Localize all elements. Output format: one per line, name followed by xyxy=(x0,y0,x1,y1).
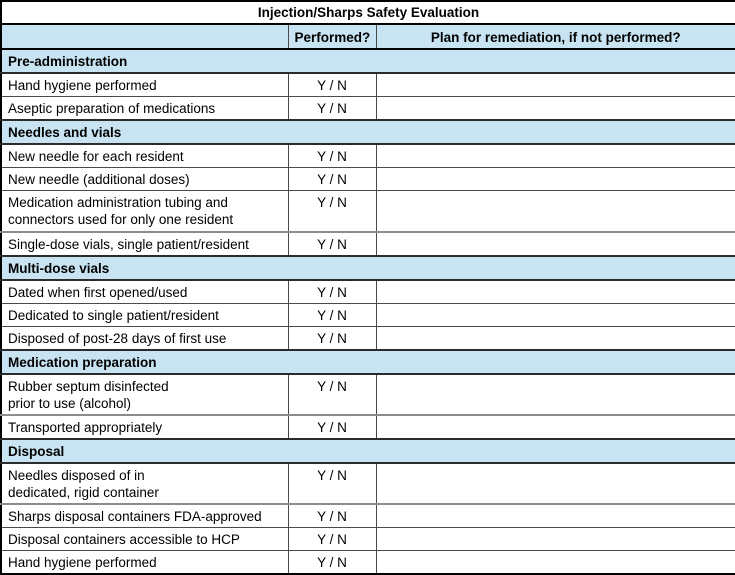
item-label: Dedicated to single patient/resident xyxy=(0,302,289,327)
remediation-cell[interactable] xyxy=(375,549,735,574)
table-row: Rubber septum disinfected prior to use (… xyxy=(0,373,735,416)
item-label: Hand hygiene performed xyxy=(0,549,289,574)
performed-yn-cell[interactable]: Y / N xyxy=(287,503,377,528)
table-row: New needle (additional doses) Y / N xyxy=(0,167,735,191)
performed-yn-cell[interactable]: Y / N xyxy=(287,96,377,121)
section-header-row: Pre-administration xyxy=(0,48,735,74)
performed-yn-cell[interactable]: Y / N xyxy=(287,302,377,327)
performed-yn-cell[interactable]: Y / N xyxy=(287,549,377,574)
remediation-cell[interactable] xyxy=(375,302,735,327)
remediation-cell[interactable] xyxy=(375,96,735,121)
table-row: Dated when first opened/used Y / N xyxy=(0,279,735,304)
performed-yn-cell[interactable]: Y / N xyxy=(287,462,377,505)
table-row: Needles disposed of in dedicated, rigid … xyxy=(0,462,735,505)
performed-yn-cell[interactable]: Y / N xyxy=(287,143,377,168)
section-header-row: Medication preparation xyxy=(0,348,735,375)
item-label: Medication administration tubing and con… xyxy=(0,190,289,233)
section-header-row: Needles and vials xyxy=(0,119,735,145)
section-title: Pre-administration xyxy=(0,48,735,74)
remediation-cell[interactable] xyxy=(375,414,735,439)
item-label: Hand hygiene performed xyxy=(0,72,289,97)
section-header-row: Disposal xyxy=(0,437,735,464)
item-label: Dated when first opened/used xyxy=(0,279,289,304)
item-label: Aseptic preparation of medications xyxy=(0,96,289,121)
table-row: Transported appropriately Y / N xyxy=(0,414,735,439)
remediation-cell[interactable] xyxy=(375,462,735,505)
performed-yn-cell[interactable]: Y / N xyxy=(287,231,377,256)
table-row: Aseptic preparation of medications Y / N xyxy=(0,96,735,121)
performed-yn-cell[interactable]: Y / N xyxy=(287,373,377,416)
performed-yn-cell[interactable]: Y / N xyxy=(287,279,377,304)
section-title: Disposal xyxy=(0,437,735,464)
column-header-row: Performed? Plan for remediation, if not … xyxy=(0,23,735,50)
form-title: Injection/Sharps Safety Evaluation xyxy=(0,0,735,25)
remediation-cell[interactable] xyxy=(375,325,735,350)
section-title: Medication preparation xyxy=(0,348,735,375)
table-row: Disposed of post-28 days of first use Y … xyxy=(0,325,735,350)
performed-yn-cell[interactable]: Y / N xyxy=(287,526,377,551)
item-label: New needle (additional doses) xyxy=(0,167,289,191)
table-row: Hand hygiene performed Y / N xyxy=(0,549,735,574)
remediation-cell[interactable] xyxy=(375,526,735,551)
table-row: Hand hygiene performed Y / N xyxy=(0,72,735,97)
column-header-performed: Performed? xyxy=(287,23,377,50)
table-row: Medication administration tubing and con… xyxy=(0,190,735,233)
remediation-cell[interactable] xyxy=(375,143,735,168)
table-row: Sharps disposal containers FDA-approved … xyxy=(0,503,735,528)
item-label: New needle for each resident xyxy=(0,143,289,168)
remediation-cell[interactable] xyxy=(375,190,735,233)
remediation-cell[interactable] xyxy=(375,231,735,256)
performed-yn-cell[interactable]: Y / N xyxy=(287,190,377,233)
title-row: Injection/Sharps Safety Evaluation xyxy=(0,0,735,25)
column-header-item xyxy=(0,23,289,50)
item-label: Disposal containers accessible to HCP xyxy=(0,526,289,551)
item-label: Rubber septum disinfected prior to use (… xyxy=(0,373,289,416)
table-row: New needle for each resident Y / N xyxy=(0,143,735,168)
item-label: Transported appropriately xyxy=(0,414,289,439)
remediation-cell[interactable] xyxy=(375,503,735,528)
column-header-remediation: Plan for remediation, if not performed? xyxy=(375,23,735,50)
remediation-cell[interactable] xyxy=(375,373,735,416)
section-title: Needles and vials xyxy=(0,119,735,145)
item-label: Disposed of post-28 days of first use xyxy=(0,325,289,350)
item-label: Needles disposed of in dedicated, rigid … xyxy=(0,462,289,505)
performed-yn-cell[interactable]: Y / N xyxy=(287,325,377,350)
remediation-cell[interactable] xyxy=(375,72,735,97)
section-title: Multi-dose vials xyxy=(0,254,735,281)
remediation-cell[interactable] xyxy=(375,279,735,304)
section-header-row: Multi-dose vials xyxy=(0,254,735,281)
performed-yn-cell[interactable]: Y / N xyxy=(287,167,377,191)
item-label: Single-dose vials, single patient/reside… xyxy=(0,231,289,256)
table-row: Dedicated to single patient/resident Y /… xyxy=(0,302,735,327)
item-label: Sharps disposal containers FDA-approved xyxy=(0,503,289,528)
performed-yn-cell[interactable]: Y / N xyxy=(287,72,377,97)
table-row: Single-dose vials, single patient/reside… xyxy=(0,231,735,256)
remediation-cell[interactable] xyxy=(375,167,735,191)
table-row: Disposal containers accessible to HCP Y … xyxy=(0,526,735,551)
performed-yn-cell[interactable]: Y / N xyxy=(287,414,377,439)
